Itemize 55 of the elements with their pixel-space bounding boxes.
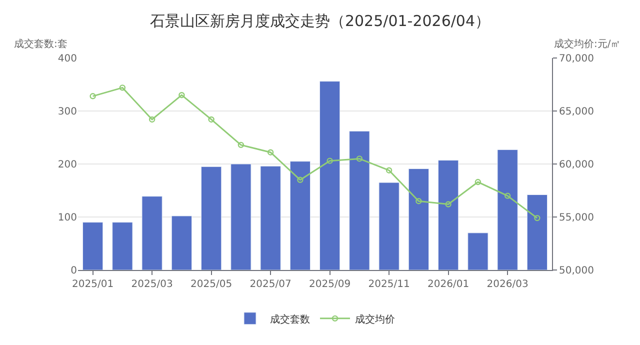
bar: [438, 160, 459, 270]
y-tick-label: 300: [58, 106, 77, 118]
legend-label: 成交均价: [355, 313, 395, 326]
x-tick-label: 2025/09: [309, 279, 351, 290]
x-tick-label: 2026/01: [428, 279, 470, 290]
bar: [349, 130, 370, 270]
y-tick-label: 0: [70, 266, 77, 276]
legend-label: 成交套数: [270, 313, 310, 326]
point: [148, 116, 156, 123]
bar: [230, 164, 252, 270]
point: [297, 176, 304, 183]
y2-tick-label: 70,000: [559, 54, 594, 64]
x-tick-label: 2026/03: [486, 279, 528, 290]
bar: [408, 168, 430, 270]
bar: [171, 216, 192, 270]
point: [504, 192, 511, 199]
bar: [112, 222, 133, 270]
x-tick-label: 2025/03: [131, 279, 173, 290]
chart-title: 石景山区新房月度成交走势（2025/01-2026/04）: [150, 12, 490, 30]
bar: [142, 196, 162, 270]
point: [178, 92, 185, 98]
point: [90, 93, 96, 100]
point: [119, 84, 126, 91]
bar: [497, 149, 518, 270]
y2-tick-label: 60,000: [559, 160, 594, 170]
y-tick-label: 200: [58, 160, 77, 170]
y2-tick-label: 55,000: [559, 212, 594, 224]
bar: [319, 81, 340, 270]
point: [356, 156, 363, 162]
y2-tick-label: 65,000: [559, 106, 594, 118]
x-tick-label: 2025/07: [250, 279, 292, 290]
x-tick-label: 2025/05: [190, 279, 232, 290]
y-tick-label: 400: [58, 54, 77, 64]
bar: [200, 166, 222, 270]
point: [238, 142, 244, 148]
bar: [468, 232, 488, 270]
point: [208, 116, 214, 123]
point: [386, 167, 392, 174]
bar: [260, 166, 281, 270]
y-tick-label: 100: [58, 212, 77, 224]
y2-tick-label: 50,000: [559, 266, 594, 276]
point: [534, 214, 540, 222]
x-tick-label: 2025/11: [368, 279, 410, 290]
bar: [290, 161, 311, 270]
bar: [82, 222, 104, 270]
point: [445, 201, 452, 208]
y2-axis-title: 成交均价:元/㎡: [554, 38, 621, 50]
point: [416, 198, 422, 204]
y-axis-title: 成交套数:套: [14, 38, 68, 50]
point: [326, 158, 333, 164]
bar: [526, 194, 548, 270]
bar: [378, 182, 400, 270]
point: [267, 149, 274, 156]
x-tick-label: 2025/01: [72, 279, 114, 290]
point: [474, 178, 482, 186]
